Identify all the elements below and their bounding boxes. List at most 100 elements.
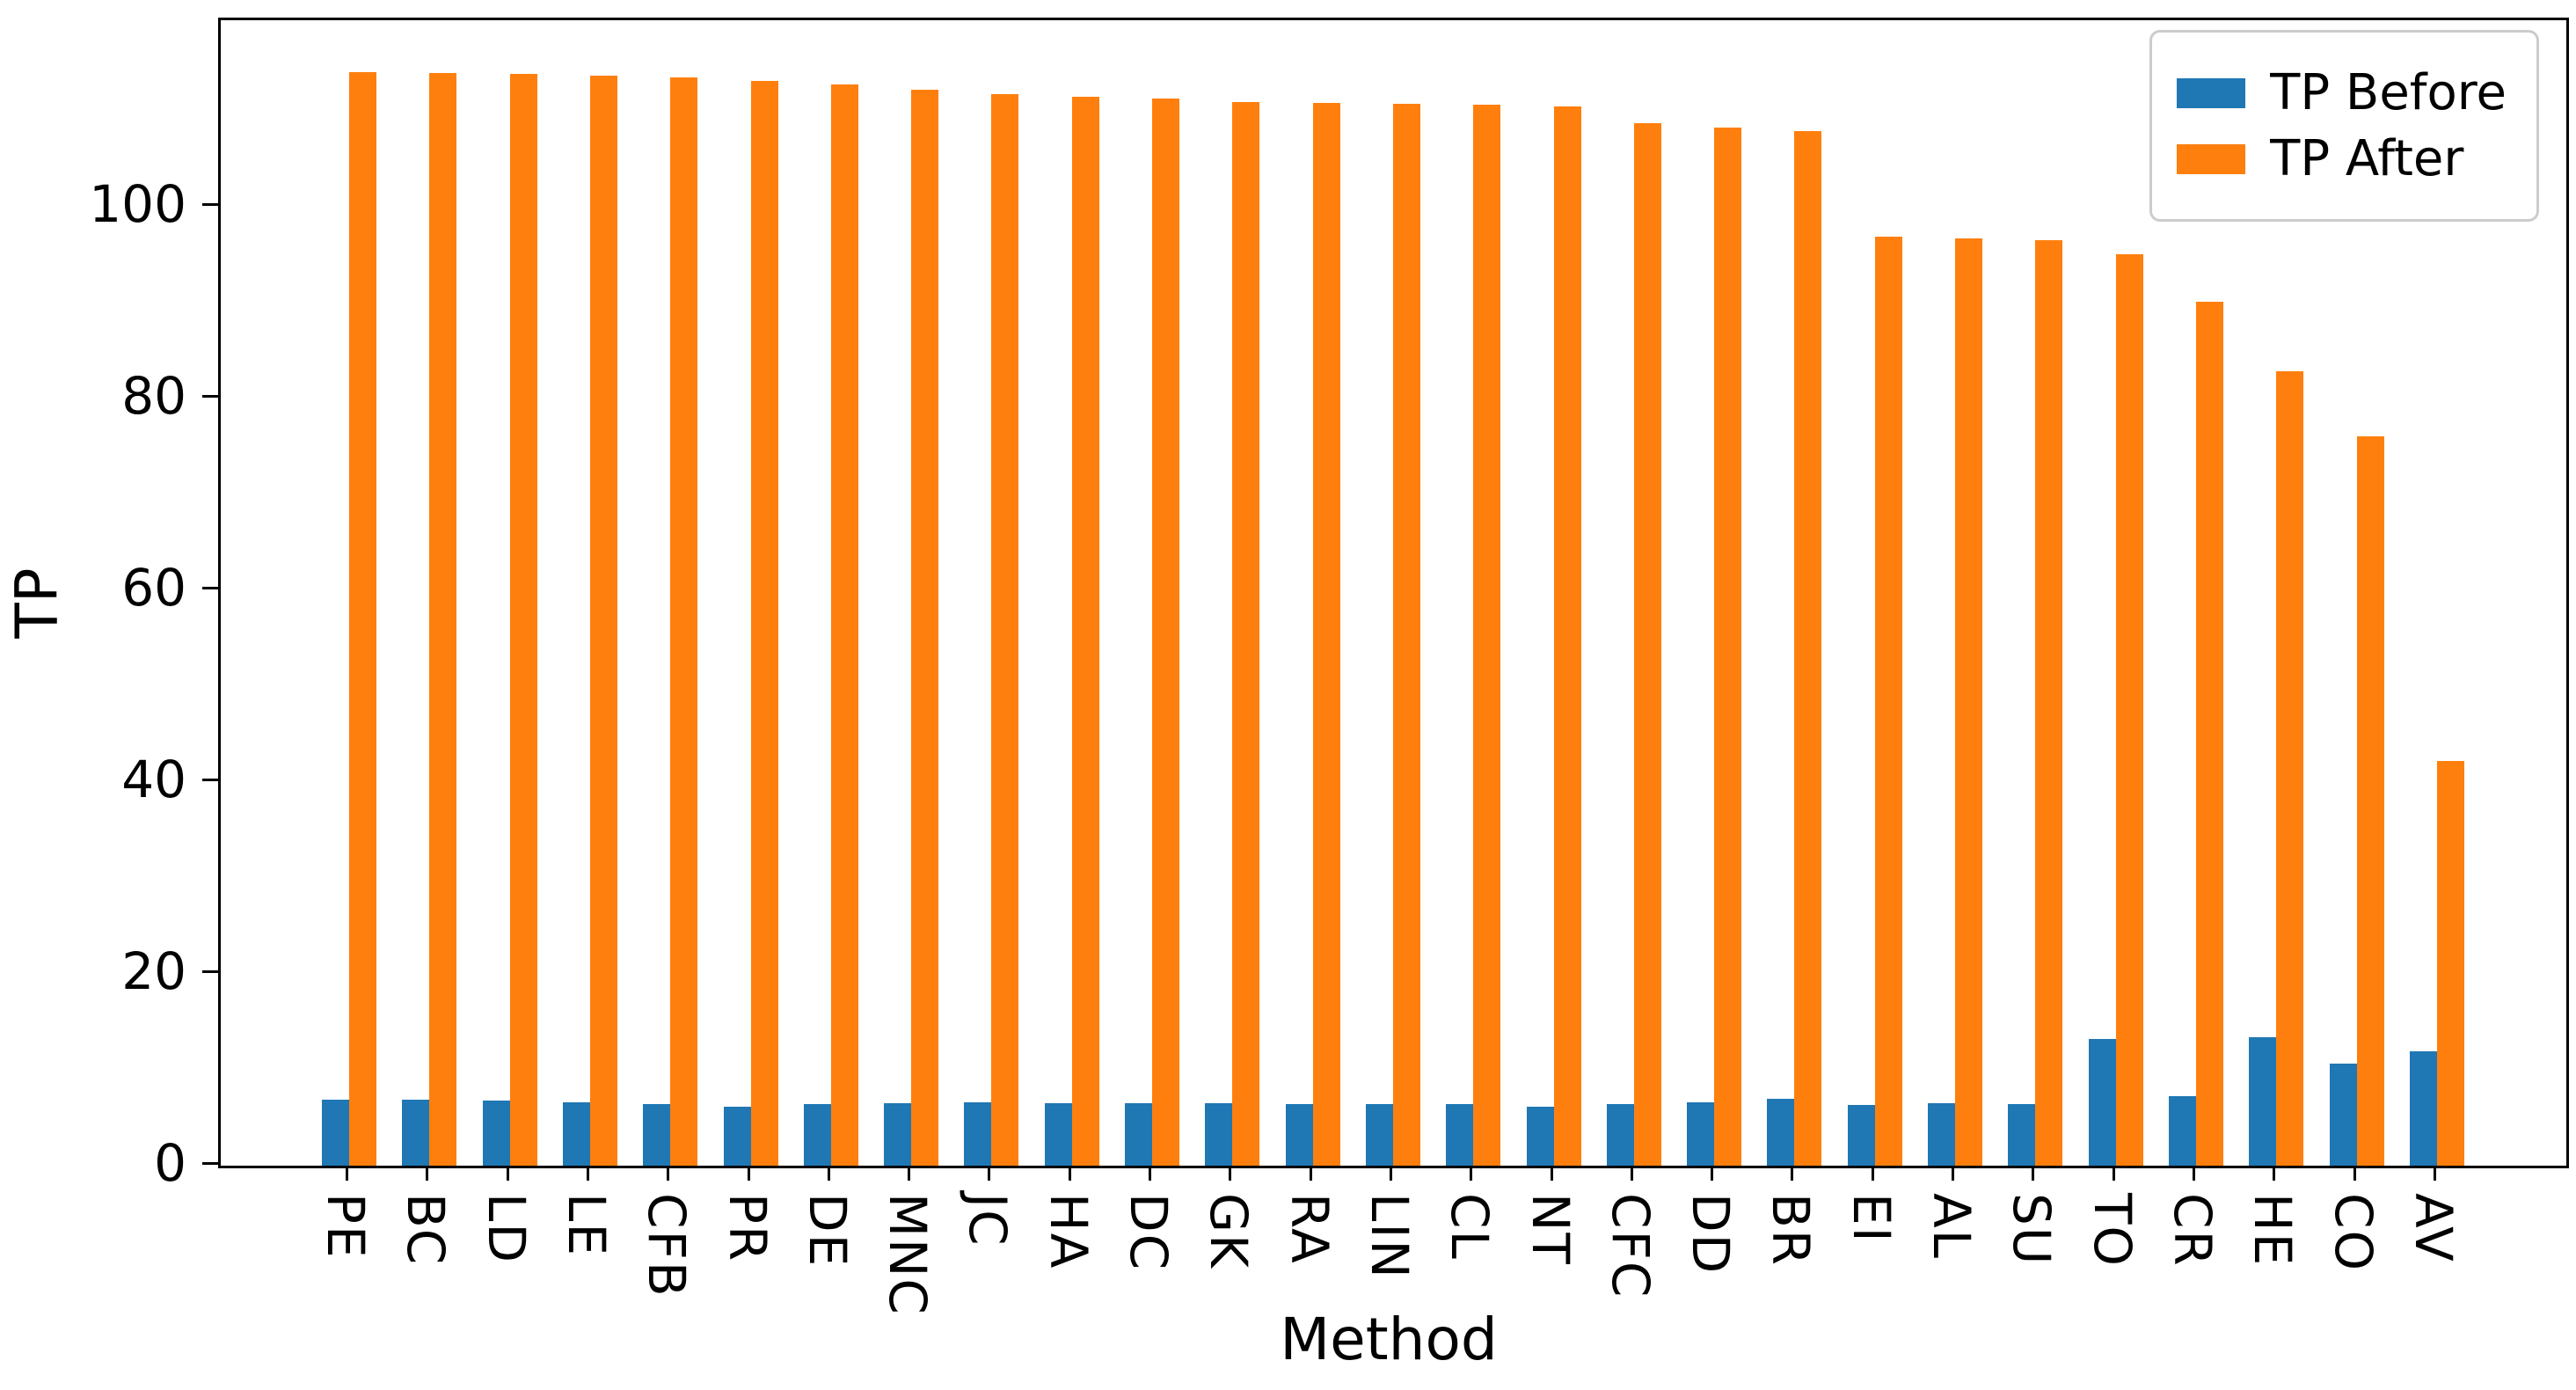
x-tick-label-to: TO xyxy=(2083,1193,2142,1269)
x-tick-label-cr: CR xyxy=(2163,1193,2222,1268)
bar-before-pr xyxy=(724,1107,751,1166)
bar-after-cfc xyxy=(1634,123,1661,1166)
x-tick-mark xyxy=(748,1167,750,1181)
bar-before-br xyxy=(1767,1099,1794,1166)
y-tick-label-80: 80 xyxy=(121,366,186,426)
bar-after-al xyxy=(1955,238,1982,1166)
bar-after-le xyxy=(590,76,617,1166)
bar-before-lin xyxy=(1366,1104,1393,1166)
bar-after-de xyxy=(831,84,858,1166)
x-tick-label-cl: CL xyxy=(1440,1193,1500,1261)
bar-before-cr xyxy=(2169,1096,2196,1166)
y-tick-mark xyxy=(202,203,218,206)
bar-before-mnc xyxy=(884,1103,911,1166)
x-tick-mark xyxy=(1551,1167,1553,1181)
x-tick-mark xyxy=(2353,1167,2356,1181)
x-tick-mark xyxy=(2113,1167,2115,1181)
legend-label: TP After xyxy=(2270,130,2464,187)
bar-after-pe xyxy=(349,72,376,1166)
x-tick-mark xyxy=(2193,1167,2195,1181)
x-tick-mark xyxy=(988,1167,990,1181)
x-tick-label-bc: BC xyxy=(396,1193,456,1267)
legend: TP Before TP After xyxy=(2149,30,2539,222)
x-tick-mark xyxy=(1952,1167,1954,1181)
bar-after-ra xyxy=(1313,103,1340,1166)
y-tick-label-60: 60 xyxy=(121,558,186,618)
x-tick-mark xyxy=(1631,1167,1633,1181)
x-tick-mark xyxy=(2032,1167,2034,1181)
bar-before-co xyxy=(2330,1064,2357,1166)
bar-after-gk xyxy=(1232,102,1259,1166)
x-tick-label-su: SU xyxy=(2002,1193,2062,1267)
legend-label: TP Before xyxy=(2270,64,2507,121)
x-tick-mark xyxy=(2273,1167,2275,1181)
legend-item: TP Before xyxy=(2177,64,2507,121)
x-tick-label-co: CO xyxy=(2324,1193,2383,1273)
x-tick-mark xyxy=(1149,1167,1151,1181)
legend-swatch-icon xyxy=(2177,143,2246,174)
x-tick-label-ra: RA xyxy=(1280,1193,1339,1265)
bar-after-ha xyxy=(1072,97,1099,1166)
bar-after-he xyxy=(2276,371,2303,1166)
x-tick-mark xyxy=(1872,1167,1874,1181)
y-tick-label-40: 40 xyxy=(121,750,186,809)
x-tick-label-mnc: MNC xyxy=(878,1193,938,1316)
x-tick-mark xyxy=(1310,1167,1312,1181)
bar-after-pr xyxy=(751,81,778,1166)
bar-before-le xyxy=(563,1102,590,1166)
bar-before-jc xyxy=(964,1102,991,1166)
x-tick-mark xyxy=(2434,1167,2436,1181)
bar-before-nt xyxy=(1527,1107,1554,1166)
x-tick-label-ld: LD xyxy=(477,1193,536,1264)
bar-after-cl xyxy=(1473,105,1500,1166)
x-tick-label-he: HE xyxy=(2243,1193,2302,1268)
bar-before-ld xyxy=(483,1101,510,1166)
x-tick-mark xyxy=(828,1167,830,1181)
x-tick-mark xyxy=(426,1167,428,1181)
bar-before-he xyxy=(2249,1037,2276,1166)
bar-before-ra xyxy=(1286,1104,1313,1166)
y-tick-mark xyxy=(202,587,218,589)
bar-before-cl xyxy=(1446,1104,1473,1166)
bar-after-av xyxy=(2437,761,2464,1166)
x-tick-label-av: AV xyxy=(2404,1193,2463,1263)
y-tick-mark xyxy=(202,395,218,398)
x-tick-mark xyxy=(1390,1167,1392,1181)
x-tick-mark xyxy=(507,1167,509,1181)
legend-swatch-icon xyxy=(2177,77,2246,108)
bar-before-de xyxy=(804,1104,831,1166)
x-tick-label-pr: PR xyxy=(718,1193,777,1263)
bar-after-su xyxy=(2035,240,2062,1166)
bar-before-cfb xyxy=(643,1104,670,1166)
bar-before-bc xyxy=(402,1100,429,1166)
x-tick-mark xyxy=(908,1167,910,1181)
bar-after-ld xyxy=(510,74,537,1166)
x-tick-mark xyxy=(1069,1167,1071,1181)
bar-before-dd xyxy=(1687,1102,1714,1166)
x-tick-label-dd: DD xyxy=(1681,1193,1740,1276)
x-tick-label-dc: DC xyxy=(1119,1193,1179,1272)
bar-after-br xyxy=(1794,131,1821,1166)
bar-after-dc xyxy=(1152,99,1179,1166)
x-tick-mark xyxy=(1791,1167,1793,1181)
x-tick-label-ei: EI xyxy=(1842,1193,1901,1244)
bar-after-to xyxy=(2116,254,2143,1166)
x-tick-label-le: LE xyxy=(557,1193,617,1257)
bar-before-ei xyxy=(1848,1105,1875,1166)
y-tick-mark xyxy=(202,1162,218,1165)
y-tick-mark xyxy=(202,970,218,973)
x-tick-mark xyxy=(1711,1167,1713,1181)
bar-after-mnc xyxy=(911,90,938,1166)
bar-before-av xyxy=(2410,1051,2437,1166)
x-tick-mark xyxy=(1470,1167,1472,1181)
bar-after-jc xyxy=(991,94,1018,1166)
x-tick-label-jc: JC xyxy=(958,1193,1018,1247)
x-tick-mark xyxy=(587,1167,589,1181)
x-tick-label-nt: NT xyxy=(1521,1193,1580,1266)
x-tick-mark xyxy=(667,1167,669,1181)
bar-before-ha xyxy=(1045,1103,1072,1166)
bar-after-dd xyxy=(1714,128,1741,1166)
y-tick-label-0: 0 xyxy=(154,1133,186,1193)
x-tick-label-de: DE xyxy=(798,1193,857,1269)
